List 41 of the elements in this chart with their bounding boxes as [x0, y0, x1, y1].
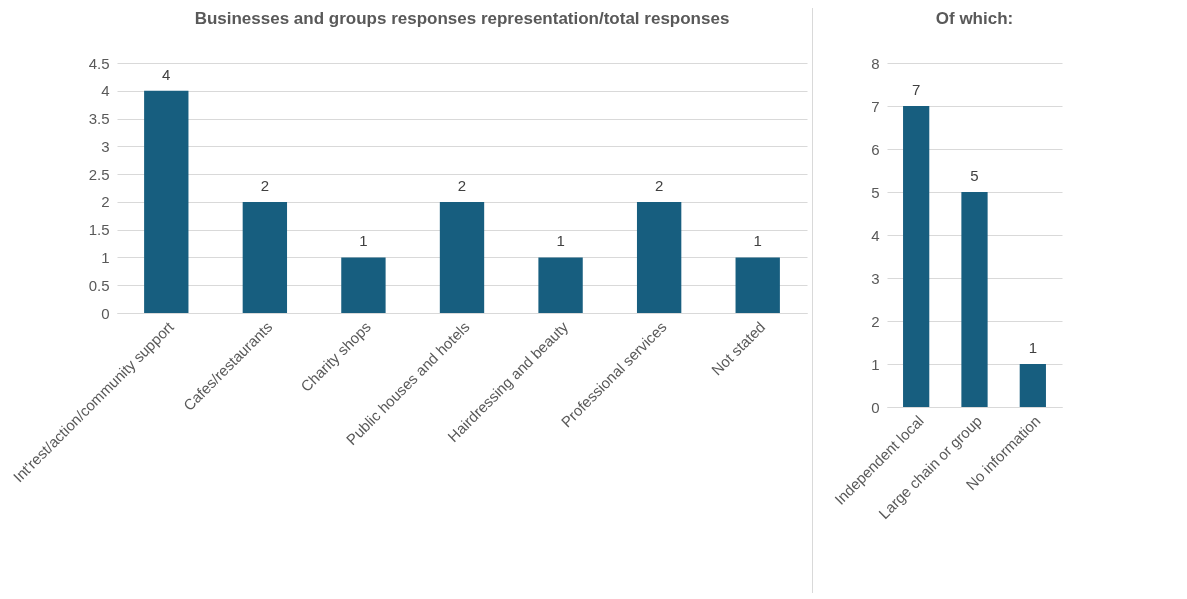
y-tick-label: 3.5 — [88, 110, 110, 128]
y-tick-label: 8 — [871, 54, 880, 72]
data-label: 1 — [1028, 339, 1038, 356]
y-tick-label: 4 — [101, 82, 110, 100]
y-tick-label: 4.5 — [88, 54, 110, 72]
y-tick-label: 0 — [871, 398, 880, 416]
bar — [439, 201, 485, 313]
data-label: 2 — [654, 176, 664, 194]
y-tick-label: 1.5 — [88, 221, 110, 239]
bar — [1019, 364, 1046, 407]
y-tick-label: 3 — [101, 137, 110, 155]
bar — [961, 192, 988, 407]
y-tick-label: 5 — [871, 183, 880, 201]
data-label: 2 — [260, 176, 270, 194]
bar — [144, 90, 189, 313]
bar — [903, 106, 930, 407]
data-label: 1 — [359, 232, 368, 250]
y-tick-label: 0 — [101, 304, 110, 322]
bar — [242, 201, 288, 313]
y-tick-label: 4 — [871, 226, 880, 244]
data-label: 1 — [556, 232, 565, 250]
y-tick-label: 0.5 — [88, 276, 110, 294]
y-tick-label: 7 — [871, 97, 880, 115]
y-tick-label: 2 — [871, 312, 880, 330]
bar — [341, 257, 386, 313]
bar — [538, 257, 583, 313]
chart-title: Of which: — [935, 9, 1014, 28]
y-tick-label: 3 — [871, 269, 880, 287]
data-label: 2 — [457, 176, 467, 194]
chart-title: Businesses and groups responses representation/total responses — [194, 9, 730, 28]
data-label: 7 — [911, 81, 921, 98]
data-label: 1 — [753, 232, 762, 250]
bar — [636, 201, 682, 313]
y-tick-label: 6 — [871, 140, 880, 158]
y-tick-label: 2 — [101, 193, 110, 211]
data-label: 4 — [162, 65, 171, 83]
y-tick-label: 1 — [871, 355, 880, 373]
y-tick-label: 2.5 — [88, 165, 110, 183]
data-label: 5 — [970, 167, 979, 184]
y-tick-label: 1 — [101, 248, 110, 266]
bar — [735, 257, 780, 313]
